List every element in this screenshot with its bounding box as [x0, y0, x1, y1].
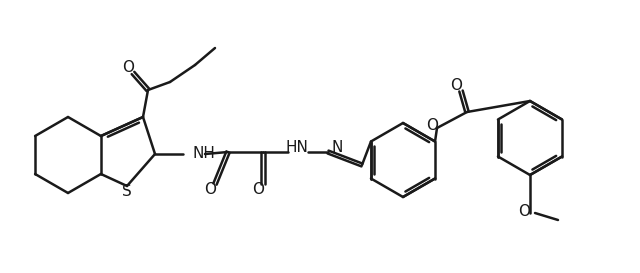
Text: O: O	[450, 79, 462, 93]
Text: O: O	[518, 204, 530, 219]
Text: O: O	[252, 182, 264, 197]
Text: NH: NH	[192, 147, 215, 162]
Text: S: S	[122, 183, 132, 198]
Text: O: O	[204, 182, 216, 197]
Text: N: N	[332, 141, 342, 156]
Text: HN: HN	[285, 141, 308, 156]
Text: O: O	[426, 117, 438, 132]
Text: O: O	[122, 61, 134, 76]
